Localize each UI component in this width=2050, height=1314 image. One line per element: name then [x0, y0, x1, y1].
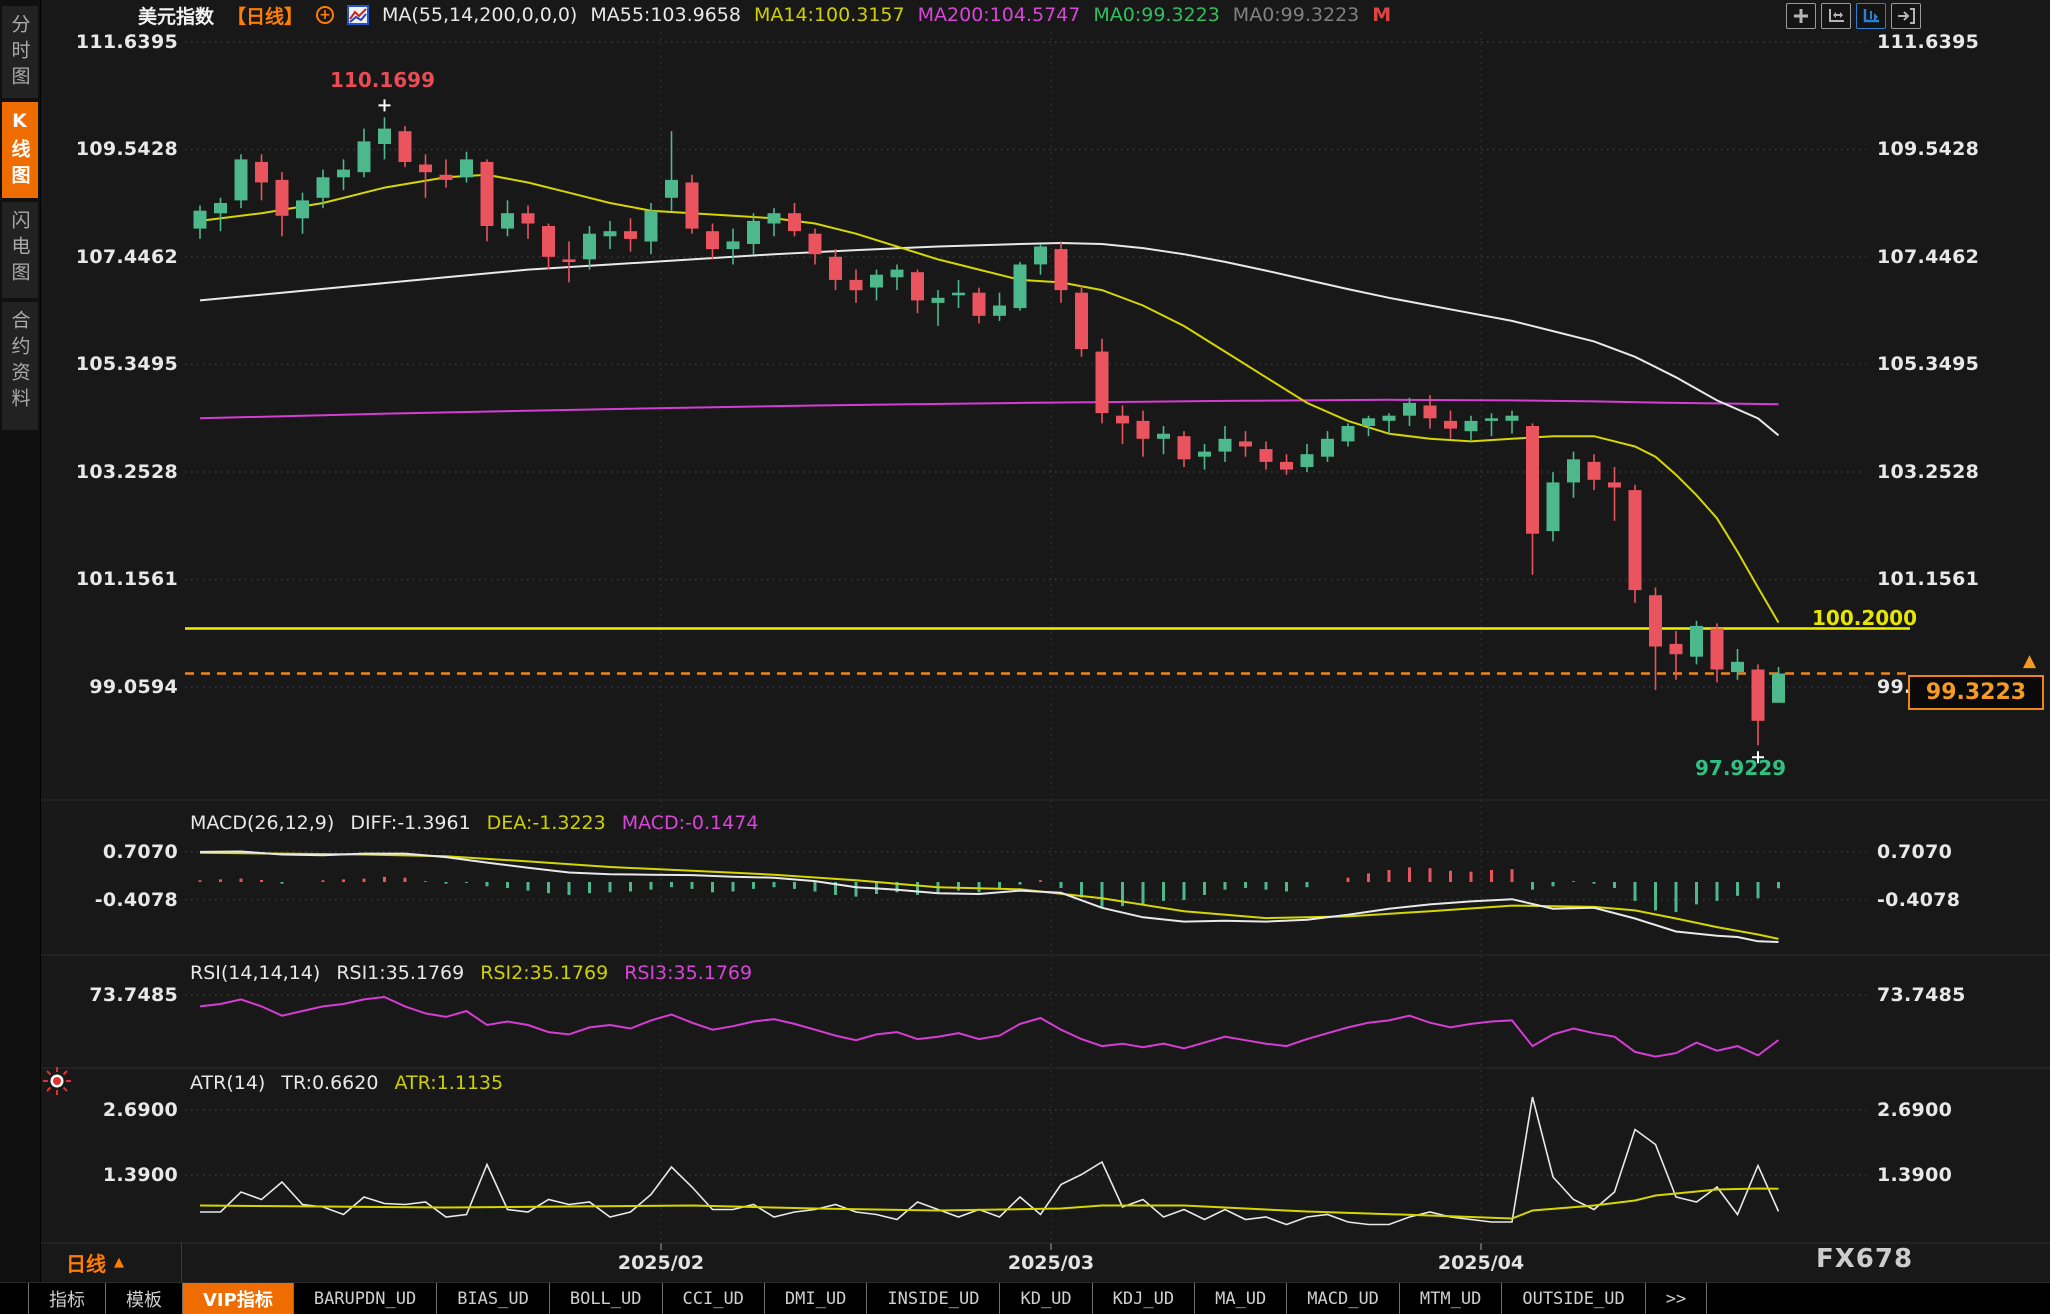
price-tick: 111.6395	[75, 31, 178, 53]
toolbar-item-cci[interactable]: CCI_UD	[663, 1283, 765, 1314]
live-record-icon[interactable]	[42, 1066, 72, 1100]
symbol-title: 美元指数	[138, 5, 215, 28]
low-price-label: 97.9229	[1695, 756, 1787, 780]
macd-tick: 0.7070	[1877, 841, 1953, 863]
sidebar-item-contract-info[interactable]: 合约资料	[2, 302, 38, 430]
price-tick: 101.1561	[75, 568, 178, 590]
sidebar-item-label: K线图	[8, 110, 31, 191]
period-selector-label: 日线	[66, 1252, 106, 1276]
macd-panel-header: MACD(26,12,9) DIFF:-1.3961 DEA:-1.3223 M…	[190, 812, 758, 834]
toolbar-item-boll[interactable]: BOLL_UD	[550, 1283, 663, 1314]
ma55-value: MA55:103.9658	[590, 4, 741, 26]
toolbar-item-barupdn[interactable]: BARUPDN_UD	[294, 1283, 438, 1314]
toolbar-item-more[interactable]: >>	[1646, 1283, 1708, 1314]
toolbar-item-dmi[interactable]: DMI_UD	[765, 1283, 868, 1314]
rsi-panel-header: RSI(14,14,14) RSI1:35.1769 RSI2:35.1769 …	[190, 962, 752, 984]
macd-tick: 0.7070	[102, 841, 178, 863]
x-axis-fit-icon[interactable]	[1821, 3, 1851, 29]
atr-panel-header: ATR(14) TR:0.6620 ATR:1.1135	[190, 1072, 503, 1094]
rsi1-value: RSI1:35.1769	[336, 962, 465, 984]
hline-price-label: 100.2000	[1812, 606, 1918, 630]
atr-tick: 1.3900	[1877, 1164, 1953, 1186]
price-tick: 107.4462	[75, 246, 178, 268]
price-up-arrow-icon: ▲	[2023, 651, 2037, 671]
toolbar-item-templates[interactable]: 模板	[106, 1283, 183, 1314]
ma0-value-green: MA0:99.3223	[1093, 4, 1220, 26]
chart-tool-buttons	[1786, 3, 1921, 29]
sidebar-item-label: 分时图	[8, 14, 31, 92]
toolbar-item-indicators[interactable]: 指标	[29, 1283, 106, 1314]
pan-move-icon[interactable]	[1786, 3, 1816, 29]
price-tick: 107.4462	[1877, 246, 1980, 268]
macd-diff-value: DIFF:-1.3961	[350, 812, 471, 834]
price-tick: 101.1561	[1877, 568, 1980, 590]
indicator-toolbar: 指标 模板 VIP指标 BARUPDN_UD BIAS_UD BOLL_UD C…	[0, 1282, 2050, 1314]
atr-value: ATR:1.1135	[394, 1072, 504, 1094]
toolbar-item-outside[interactable]: OUTSIDE_UD	[1502, 1283, 1646, 1314]
toolbar-item-inside[interactable]: INSIDE_UD	[867, 1283, 1001, 1314]
add-overlay-icon[interactable]: +	[316, 6, 335, 24]
price-tick: 103.2528	[75, 461, 178, 483]
atr-tick: 1.3900	[102, 1164, 178, 1186]
macd-value: MACD:-0.1474	[621, 812, 759, 834]
toolbar-spacer	[0, 1283, 29, 1314]
rsi3-value: RSI3:35.1769	[624, 962, 753, 984]
last-price-box: 99.3223	[1908, 675, 2044, 710]
macd-tick: -0.4078	[94, 889, 178, 911]
macd-dea-value: DEA:-1.3223	[486, 812, 606, 834]
toolbar-item-kdj[interactable]: KDJ_UD	[1093, 1283, 1196, 1314]
price-tick: 99.0594	[89, 676, 178, 698]
chart-header: 美元指数 【日线】 + MA(55,14,200,0,0,0) MA55:103…	[40, 0, 2050, 30]
ma200-value: MA200:104.5747	[917, 4, 1081, 26]
macd-title: MACD(26,12,9)	[190, 812, 335, 834]
toolbar-item-ma[interactable]: MA_UD	[1195, 1283, 1288, 1314]
high-price-label: 110.1699	[330, 68, 436, 92]
triangle-up-icon: ▲	[114, 1255, 124, 1270]
ma14-value: MA14:100.3157	[753, 4, 905, 26]
rsi-title: RSI(14,14,14)	[190, 962, 321, 984]
x-axis-label: 2025/02	[617, 1252, 705, 1274]
rsi-tick: 73.7485	[1877, 984, 1966, 1006]
sidebar-item-time-chart[interactable]: 分时图	[2, 6, 38, 98]
x-axis-label: 2025/04	[1437, 1252, 1525, 1274]
m-indicator: M	[1372, 4, 1392, 26]
rsi2-value: RSI2:35.1769	[480, 962, 609, 984]
y-axis-fit-icon[interactable]	[1856, 3, 1886, 29]
macd-tick: -0.4078	[1877, 889, 1961, 911]
toolbar-item-mtm[interactable]: MTM_UD	[1400, 1283, 1503, 1314]
rsi-tick: 73.7485	[89, 984, 178, 1006]
chart-style-icon[interactable]	[347, 5, 370, 25]
price-tick: 105.3495	[75, 353, 178, 375]
atr-tr-value: TR:0.6620	[281, 1072, 379, 1094]
atr-tick: 2.6900	[102, 1099, 178, 1121]
toolbar-item-bias[interactable]: BIAS_UD	[437, 1283, 550, 1314]
ma-settings: MA(55,14,200,0,0,0)	[382, 4, 578, 26]
brand-watermark: FX678	[1816, 1244, 1914, 1274]
sidebar-item-label: 合约资料	[8, 310, 31, 414]
price-tick: 105.3495	[1877, 353, 1980, 375]
toolbar-item-macd[interactable]: MACD_UD	[1287, 1283, 1400, 1314]
atr-tick: 2.6900	[1877, 1099, 1953, 1121]
panel-collapse-icon[interactable]	[1891, 3, 1921, 29]
period-tag[interactable]: 【日线】	[227, 5, 304, 28]
sidebar: 分时图 K线图 闪电图 合约资料	[0, 0, 41, 1314]
sidebar-item-label: 闪电图	[8, 210, 31, 288]
toolbar-item-vip-indicators[interactable]: VIP指标	[183, 1283, 294, 1314]
sidebar-item-lightning-chart[interactable]: 闪电图	[2, 202, 38, 298]
sidebar-item-kline-chart[interactable]: K线图	[2, 102, 38, 198]
price-tick: 111.6395	[1877, 31, 1980, 53]
x-axis-label: 2025/03	[1007, 1252, 1095, 1274]
price-tick: 103.2528	[1877, 461, 1980, 483]
price-tick: 109.5428	[1877, 138, 1980, 160]
ma0-value-gray: MA0:99.3223	[1232, 4, 1360, 26]
period-selector[interactable]: 日线 ▲	[40, 1243, 182, 1282]
price-tick: 109.5428	[75, 138, 178, 160]
toolbar-item-kd[interactable]: KD_UD	[1000, 1283, 1093, 1314]
atr-title: ATR(14)	[190, 1072, 266, 1094]
